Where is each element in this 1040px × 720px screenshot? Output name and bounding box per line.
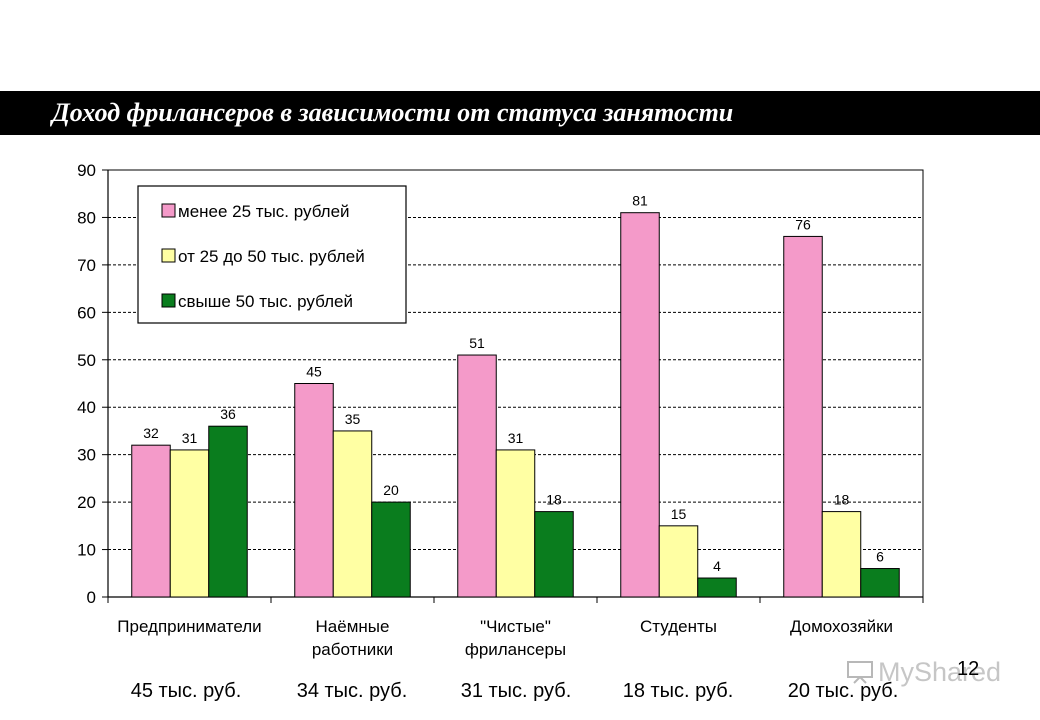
legend-label: свыше 50 тыс. рублей (178, 292, 353, 311)
x-category-label: Студенты (640, 617, 717, 636)
y-tick-label: 70 (77, 256, 96, 275)
page-number: 12 (957, 658, 980, 680)
bar-value-label: 35 (345, 411, 361, 427)
bar (860, 568, 900, 598)
legend-label: от 25 до 50 тыс. рублей (178, 247, 365, 266)
watermark-text: MyShared (878, 657, 1002, 687)
bar-value-label: 4 (713, 558, 721, 574)
x-category-label: работники (312, 640, 393, 659)
y-tick-label: 30 (77, 446, 96, 465)
bar-value-label: 45 (306, 364, 322, 380)
bar-value-label: 31 (508, 430, 524, 446)
bar (294, 383, 334, 598)
y-tick-label: 0 (87, 588, 96, 607)
watermark: MyShared (846, 657, 1006, 689)
bar (534, 511, 574, 598)
median-income-label: 20 тыс. руб. (787, 680, 899, 702)
bar-value-label: 81 (632, 193, 648, 209)
legend-label: менее 25 тыс. рублей (178, 202, 350, 221)
y-tick-label: 20 (77, 493, 96, 512)
bar-value-label: 76 (795, 216, 811, 232)
bar (783, 235, 823, 598)
bar (131, 444, 171, 598)
legend-swatch (161, 203, 176, 218)
legend-box (137, 185, 407, 324)
x-category-label: Домохозяйки (790, 617, 893, 636)
median-income-label: 31 тыс. руб. (460, 680, 572, 702)
title-band: Доход фрилансеров в зависимости от стату… (0, 91, 1040, 135)
bar-value-label: 6 (876, 549, 884, 565)
bar (821, 511, 862, 598)
x-category-label: Предприниматели (117, 617, 261, 636)
bar (457, 354, 497, 598)
bar-value-label: 31 (182, 430, 198, 446)
slide-title: Доход фрилансеров в зависимости от стату… (52, 98, 734, 127)
bar (332, 430, 373, 598)
y-tick-label: 10 (77, 541, 96, 560)
bar (620, 212, 660, 598)
bar-value-label: 18 (546, 492, 562, 508)
presentation-board-icon (847, 661, 873, 684)
median-income-label: 34 тыс. руб. (296, 680, 408, 702)
bar (495, 449, 536, 598)
median-income-row: 45 тыс. руб. 34 тыс. руб. 31 тыс. руб. 1… (0, 672, 1040, 712)
y-tick-label: 50 (77, 351, 96, 370)
y-tick-label: 40 (77, 398, 96, 417)
median-income-label: 45 тыс. руб. (130, 680, 242, 702)
x-category-label: фрилансеры (465, 640, 566, 659)
legend-swatch (161, 248, 176, 263)
y-tick-label: 60 (77, 303, 96, 322)
legend-swatch (161, 293, 176, 308)
bar-value-label: 36 (220, 406, 236, 422)
x-category-label: "Чистые" (480, 617, 551, 636)
bar (169, 449, 210, 598)
bar-value-label: 32 (143, 425, 159, 441)
bar (371, 501, 411, 598)
bar (697, 577, 737, 598)
bar (208, 425, 248, 598)
bar-value-label: 15 (671, 506, 687, 522)
bar-value-label: 18 (834, 492, 850, 508)
bar (658, 525, 699, 598)
bar-value-label: 20 (383, 482, 399, 498)
y-tick-label: 90 (77, 161, 96, 180)
median-income-label: 18 тыс. руб. (622, 680, 734, 702)
bar-chart: 0 10 20 30 40 50 60 70 80 90 32 45 51 81 76 31 35 31 15 18 3… (77, 161, 924, 659)
x-category-label: Наёмные (316, 617, 390, 636)
y-tick-label: 80 (77, 208, 96, 227)
bar-value-label: 51 (469, 335, 485, 351)
